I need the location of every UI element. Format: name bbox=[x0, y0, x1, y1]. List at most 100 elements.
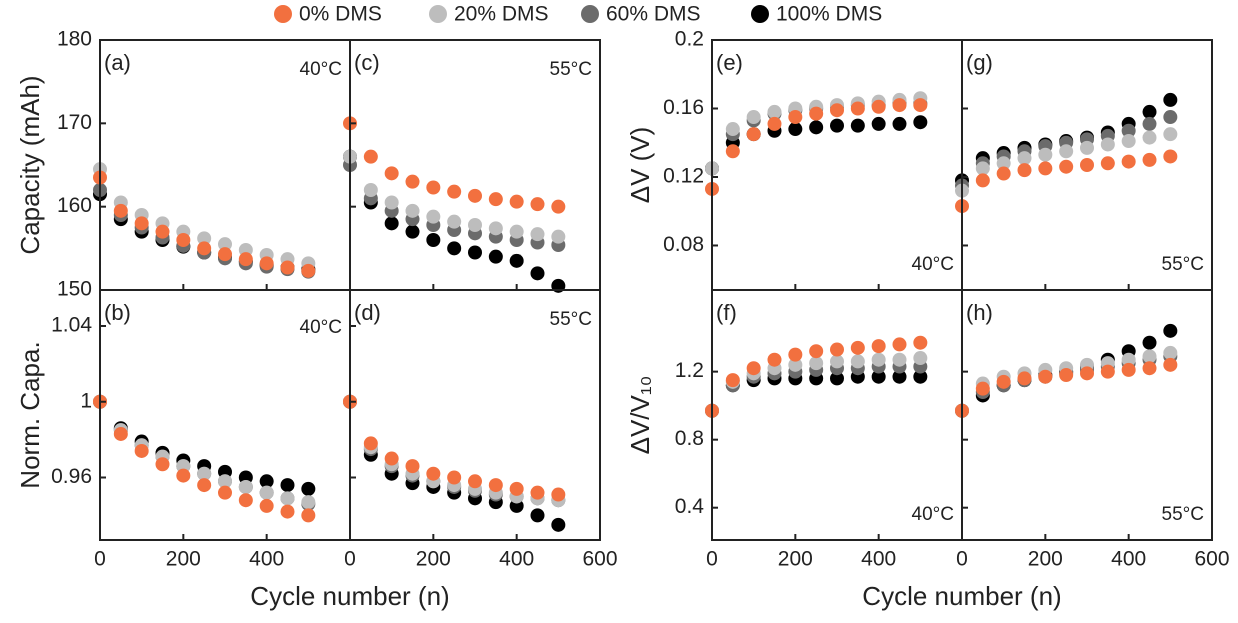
data-point bbox=[197, 241, 212, 256]
panel: 0 200 400 0.4 0.8 1.2 (f) 40°C ΔV/V₁₀ bbox=[625, 289, 963, 571]
data-point bbox=[551, 517, 566, 532]
data-point bbox=[871, 99, 886, 114]
data-point bbox=[363, 183, 378, 197]
temperature-label: 55°C bbox=[1162, 504, 1204, 525]
data-point bbox=[384, 166, 399, 181]
plot-frame bbox=[961, 289, 1213, 541]
data-point bbox=[1163, 127, 1178, 142]
data-point bbox=[301, 481, 316, 496]
data-point bbox=[1163, 345, 1178, 360]
data-point bbox=[551, 199, 566, 214]
data-point bbox=[830, 371, 844, 386]
data-point bbox=[363, 436, 378, 451]
data-point bbox=[488, 221, 503, 236]
x-tick-label: 200 bbox=[166, 548, 201, 571]
data-point bbox=[259, 256, 274, 271]
legend-label: 100% DMS bbox=[776, 3, 882, 26]
data-point bbox=[1059, 368, 1074, 383]
data-point bbox=[913, 351, 928, 366]
data-point bbox=[830, 103, 844, 118]
data-point bbox=[1163, 149, 1178, 164]
panel-label: (f) bbox=[716, 300, 737, 325]
plot-frame bbox=[711, 289, 963, 541]
data-point bbox=[1121, 154, 1136, 169]
data-point bbox=[913, 369, 928, 384]
data-point bbox=[530, 197, 545, 212]
temperature-label: 40°C bbox=[300, 317, 342, 338]
data-point bbox=[1080, 140, 1094, 155]
panel-label: (e) bbox=[716, 50, 743, 75]
data-point bbox=[280, 260, 295, 275]
data-point bbox=[788, 357, 803, 372]
panel-label: (c) bbox=[354, 50, 380, 75]
x-tick-label: 0 bbox=[344, 548, 356, 571]
data-point bbox=[426, 180, 441, 195]
data-point bbox=[259, 474, 274, 489]
panel: (g) 55°C bbox=[955, 39, 1213, 291]
data-point bbox=[725, 144, 740, 159]
data-point bbox=[530, 485, 545, 500]
x-tick-label: 0 bbox=[956, 548, 968, 571]
data-point bbox=[488, 192, 503, 207]
data-point bbox=[259, 498, 274, 513]
data-point bbox=[746, 361, 761, 376]
data-point bbox=[1142, 335, 1157, 350]
data-point bbox=[218, 474, 232, 489]
data-point bbox=[468, 245, 482, 260]
data-point bbox=[488, 478, 503, 493]
y-axis-label: Norm. Capa. bbox=[15, 341, 45, 488]
panel: 0.08 0.12 0.16 0.2 (e) 40°C ΔV (V) bbox=[625, 28, 963, 291]
data-point bbox=[530, 508, 545, 523]
temperature-label: 55°C bbox=[550, 309, 592, 330]
data-point bbox=[1121, 134, 1136, 149]
x-tick-label: 400 bbox=[499, 548, 534, 571]
plot-frame bbox=[711, 39, 963, 291]
data-point bbox=[1163, 323, 1178, 338]
data-point bbox=[830, 354, 844, 369]
data-point bbox=[197, 231, 212, 246]
x-tick-label: 200 bbox=[416, 548, 451, 571]
data-point bbox=[850, 354, 865, 369]
data-point bbox=[788, 122, 803, 137]
data-point bbox=[280, 504, 295, 519]
y-axis-label: ΔV/V₁₀ bbox=[625, 376, 655, 455]
data-point bbox=[384, 451, 399, 466]
y-tick-label: 0.96 bbox=[51, 465, 92, 488]
legend-label: 60% DMS bbox=[606, 3, 701, 26]
data-point bbox=[218, 485, 232, 500]
data-point bbox=[134, 443, 149, 458]
data-point bbox=[1142, 152, 1157, 167]
data-point bbox=[1080, 366, 1094, 381]
data-point bbox=[405, 174, 420, 189]
data-point bbox=[447, 184, 462, 199]
data-point bbox=[197, 478, 212, 493]
data-point bbox=[1080, 158, 1094, 172]
data-point bbox=[809, 106, 824, 121]
data-point bbox=[892, 369, 907, 384]
legend-marker bbox=[429, 5, 447, 23]
data-point bbox=[509, 224, 524, 239]
temperature-label: 55°C bbox=[550, 59, 592, 80]
data-point bbox=[468, 218, 482, 232]
data-point bbox=[384, 195, 399, 210]
data-point bbox=[871, 369, 886, 384]
data-point bbox=[301, 495, 316, 510]
data-point bbox=[405, 224, 420, 239]
panel: 0 200 400 600 (d) 55°C bbox=[343, 289, 618, 571]
data-point bbox=[1121, 123, 1136, 138]
data-point bbox=[551, 487, 566, 502]
data-point bbox=[1100, 137, 1115, 152]
data-point bbox=[1142, 104, 1157, 119]
data-point bbox=[1038, 147, 1053, 162]
data-point bbox=[238, 252, 253, 267]
data-point bbox=[1142, 116, 1157, 131]
data-point bbox=[218, 247, 232, 262]
data-point bbox=[509, 481, 524, 496]
y-tick-label: 1.2 bbox=[675, 359, 704, 382]
data-point bbox=[1100, 156, 1115, 171]
y-tick-label: 0.2 bbox=[675, 28, 704, 51]
data-point bbox=[488, 249, 503, 264]
data-point bbox=[1059, 159, 1074, 174]
data-point bbox=[384, 216, 399, 231]
data-point bbox=[155, 457, 170, 472]
